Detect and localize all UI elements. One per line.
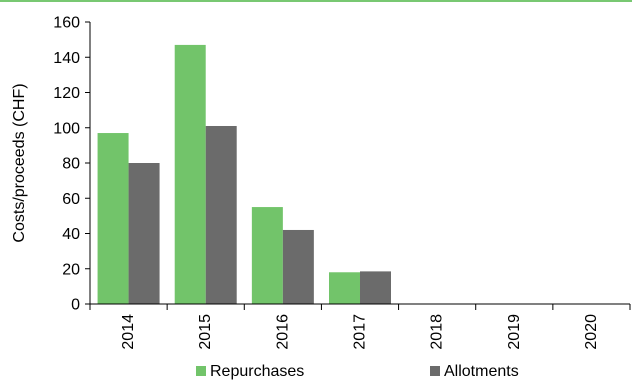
legend-swatch-repurchases (196, 366, 206, 376)
bars (97, 44, 391, 305)
y-tick-label: 100 (53, 120, 80, 137)
bar-allotments-2017 (360, 271, 391, 304)
axes (89, 22, 630, 305)
y-tick-label: 120 (53, 85, 80, 102)
y-tick-label: 80 (62, 156, 80, 173)
bar-allotments-2016 (282, 229, 314, 304)
bar-allotments-2015 (205, 125, 237, 305)
bar-repurchases-2015 (174, 44, 206, 304)
legend-label-repurchases: Repurchases (210, 363, 304, 380)
x-tick-label: 2016 (274, 314, 291, 350)
bar-allotments-2014 (128, 163, 160, 304)
y-tick-label: 0 (71, 297, 80, 314)
y-tick-label: 160 (53, 15, 80, 32)
x-axis-ticks: 2014 2015 2016 2017 2018 2019 2020 (89, 304, 631, 350)
y-tick-label: 20 (62, 261, 80, 278)
bar-repurchases-2014 (97, 133, 129, 304)
bar-repurchases-2016 (251, 207, 283, 304)
y-axis-ticks: 0 20 40 60 80 100 120 140 160 (53, 15, 90, 314)
legend-swatch-allotments (430, 366, 440, 376)
y-tick-label: 60 (62, 191, 80, 208)
x-tick-label: 2019 (506, 314, 523, 350)
bar-repurchases-2017 (329, 272, 360, 304)
legend-label-allotments: Allotments (444, 363, 519, 380)
x-tick-label: 2017 (352, 314, 369, 350)
x-tick-label: 2020 (583, 314, 600, 350)
y-axis-label: Costs/proceeds (CHF) (11, 83, 28, 242)
x-tick-label: 2018 (429, 314, 446, 350)
x-tick-label: 2014 (120, 314, 137, 350)
y-tick-label: 140 (53, 50, 80, 67)
x-tick-label: 2015 (197, 314, 214, 350)
legend: Repurchases Allotments (196, 363, 519, 380)
y-tick-label: 40 (62, 226, 80, 243)
